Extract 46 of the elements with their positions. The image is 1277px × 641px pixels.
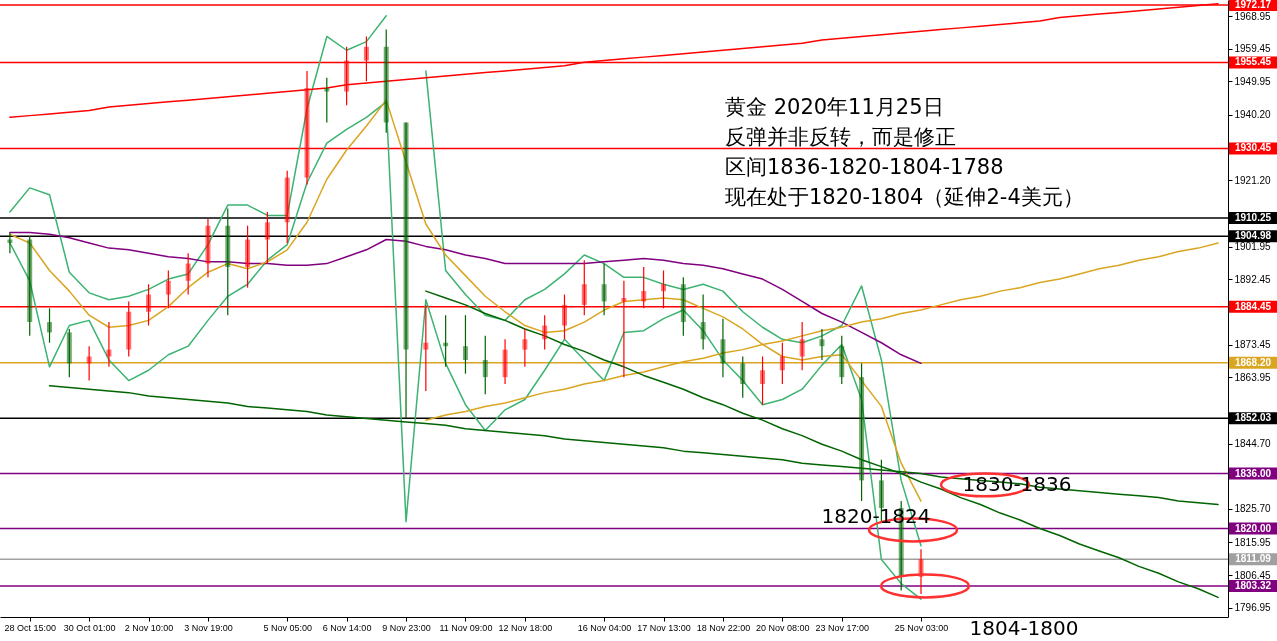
ref-line-label: 1852.03 bbox=[1234, 412, 1272, 424]
x-tick-label: 20 Nov 08:00 bbox=[756, 622, 810, 633]
ref-line-label: 1955.45 bbox=[1234, 56, 1272, 68]
ref-line-label: 1868.20 bbox=[1234, 356, 1272, 368]
y-tick-label: 1959.45 bbox=[1234, 43, 1272, 55]
x-tick-label: 2 Nov 10:00 bbox=[124, 622, 174, 633]
x-tick-label: 18 Nov 22:00 bbox=[696, 622, 751, 633]
y-tick-label: 1901.95 bbox=[1234, 241, 1272, 253]
x-tick-label: 6 Nov 14:00 bbox=[322, 622, 372, 633]
ref-line-label: 1910.25 bbox=[1234, 212, 1272, 223]
y-tick-label: 1863.95 bbox=[1234, 371, 1272, 383]
x-tick-label: 25 Nov 03:00 bbox=[894, 622, 949, 633]
y-tick-label: 1940.20 bbox=[1234, 109, 1272, 121]
ref-line-label: 1884.45 bbox=[1234, 300, 1272, 312]
x-tick-label: 23 Nov 17:00 bbox=[815, 622, 870, 633]
ref-line-label: 1972.17 bbox=[1234, 0, 1272, 10]
y-tick-label: 1873.45 bbox=[1234, 339, 1272, 351]
annotation: 现在处于1820-1804（延伸2-4美元） bbox=[725, 185, 1084, 209]
x-tick-label: 5 Nov 05:00 bbox=[263, 622, 312, 633]
y-tick-label: 1844.70 bbox=[1234, 438, 1272, 450]
y-tick-label: 1796.95 bbox=[1234, 602, 1272, 614]
y-tick-label: 1815.95 bbox=[1234, 537, 1272, 548]
y-tick-label: 1892.45 bbox=[1234, 273, 1272, 285]
x-tick-label: 30 Oct 01:00 bbox=[63, 622, 116, 633]
x-tick-label: 11 Nov 09:00 bbox=[439, 622, 493, 633]
x-tick-label: 12 Nov 18:00 bbox=[498, 622, 553, 633]
ref-line-label: 1904.98 bbox=[1234, 230, 1272, 242]
x-tick-label: 9 Nov 23:00 bbox=[382, 622, 431, 633]
y-tick-label: 1806.45 bbox=[1234, 569, 1272, 581]
y-tick-label: 1968.95 bbox=[1234, 10, 1272, 22]
ref-line-label: 1820.00 bbox=[1234, 522, 1272, 534]
ref-line-label: 1803.32 bbox=[1234, 579, 1272, 591]
ref-line-label: 1836.00 bbox=[1234, 467, 1272, 479]
annotation: 黄金 2020年11月25日 bbox=[725, 95, 944, 119]
y-tick-label: 1921.20 bbox=[1234, 174, 1272, 186]
annotation: 区间1836-1820-1804-1788 bbox=[725, 155, 1004, 179]
y-tick-label: 1825.70 bbox=[1234, 503, 1272, 515]
x-tick-label: 17 Nov 13:00 bbox=[637, 622, 691, 633]
annotation: 反弹并非反转，而是修正 bbox=[725, 125, 956, 149]
ref-line-label: 1930.45 bbox=[1234, 142, 1272, 154]
ref-line-label: 1811.09 bbox=[1235, 553, 1272, 565]
y-tick-label: 1949.95 bbox=[1234, 75, 1272, 87]
annotation: 1804-1800 bbox=[969, 615, 1079, 640]
x-tick-label: 3 Nov 19:00 bbox=[184, 622, 233, 633]
x-tick-label: 16 Nov 04:00 bbox=[577, 622, 632, 633]
x-tick-label: 28 Oct 15:00 bbox=[4, 622, 56, 633]
